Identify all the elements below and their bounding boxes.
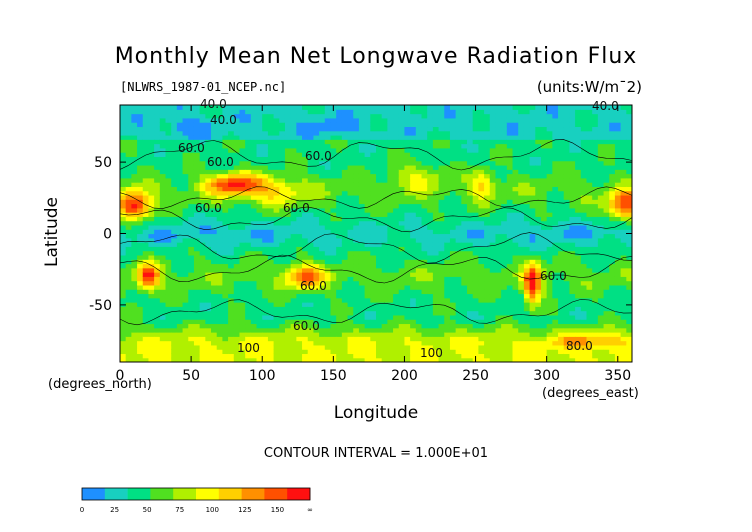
y-tick-label: 50 xyxy=(94,155,112,171)
x-tick-label: 100 xyxy=(249,368,276,384)
colorbar-swatch xyxy=(218,488,242,500)
colorbar-swatch xyxy=(82,488,106,500)
contour-label: 60.0 xyxy=(305,149,332,163)
colorbar-swatch xyxy=(264,488,288,500)
contour-label: 60.0 xyxy=(293,319,320,333)
colorbar-frame xyxy=(81,487,311,501)
x-unit-north: (degrees_north) xyxy=(48,377,152,392)
x-tick-label: 200 xyxy=(391,368,418,384)
x-tick-label: 350 xyxy=(604,368,631,384)
contour-label: 60.0 xyxy=(300,279,327,293)
contour-lines xyxy=(120,139,632,326)
colorbar-label: 150 xyxy=(271,506,284,514)
contour-label: 100 xyxy=(237,341,260,355)
flux-field xyxy=(120,105,632,362)
x-tick-label: 300 xyxy=(533,368,560,384)
contour-label: 100 xyxy=(420,346,443,360)
file-name: [NLWRS_1987-01_NCEP.nc] xyxy=(120,80,287,94)
colorbar-swatch xyxy=(150,488,174,500)
contour-label: 40.0 xyxy=(200,97,227,111)
x-tick-label: 150 xyxy=(320,368,347,384)
x-tick-label: 50 xyxy=(182,368,200,384)
x-tick-label: 0 xyxy=(116,368,125,384)
colorbar-swatch xyxy=(173,488,197,500)
contour-label: 40.0 xyxy=(592,99,619,113)
x-axis-label: Longitude xyxy=(333,403,419,423)
colorbar-swatch xyxy=(104,488,128,500)
x-unit-east: (degrees_east) xyxy=(542,386,639,401)
contour-interval: CONTOUR INTERVAL = 1.000E+01 xyxy=(263,446,489,461)
contour-label: 60.0 xyxy=(283,201,310,215)
y-tick-label: 0 xyxy=(103,227,112,243)
colorbar-label: 25 xyxy=(110,506,119,514)
contour-label: 60.0 xyxy=(540,269,567,283)
colorbar-swatch xyxy=(241,488,265,500)
colorbar-label: 100 xyxy=(206,506,219,514)
y-tick-label: -50 xyxy=(89,298,112,314)
x-tick-label: 250 xyxy=(462,368,489,384)
colorbar-swatch xyxy=(287,488,311,500)
colorbar-label: 75 xyxy=(175,506,184,514)
chart-title: Monthly Mean Net Longwave Radiation Flux xyxy=(114,44,638,69)
contour-label: 40.0 xyxy=(210,113,237,127)
contour-label: 60.0 xyxy=(195,201,222,215)
colorbar-swatch xyxy=(196,488,220,500)
contour-label: 60.0 xyxy=(178,141,205,155)
colorbar-swatch xyxy=(127,488,151,500)
colorbar-label: ∞ xyxy=(307,506,313,514)
contour-label: 60.0 xyxy=(207,155,234,169)
contour-label: 80.0 xyxy=(566,339,593,353)
colorbar-label: 125 xyxy=(238,506,251,514)
colorbar-label: 0 xyxy=(80,506,84,514)
units-label: (units:W/m¯2) xyxy=(536,78,642,96)
colorbar-label: 50 xyxy=(143,506,152,514)
